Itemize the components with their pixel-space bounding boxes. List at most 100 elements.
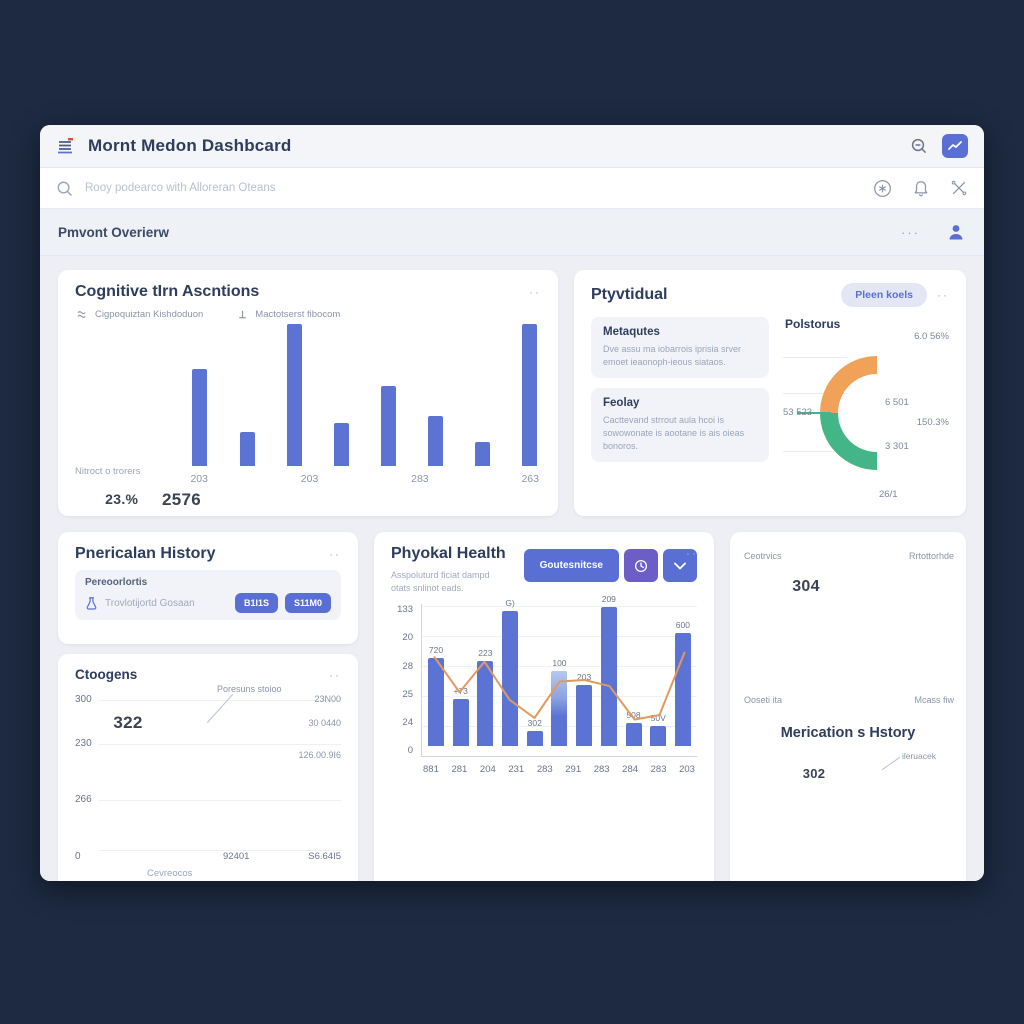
feolay-box: Feolay Cacttevand strrout aula hcoi is s… (591, 388, 769, 463)
expand-dropdown-button[interactable] (663, 549, 697, 582)
dashboard-content: Cognitive tIrn Ascntions ·· Cigpoquiztan… (40, 256, 984, 881)
y-tick: 20 (402, 632, 413, 644)
physical-chart: 133 20 28 25 24 0 720 +73 223 G) 302 100 203 209 508 5… (391, 594, 697, 758)
cognitive-bar-chart: 203 203 283 263 (188, 324, 541, 485)
pnericalan-box-label: Pereoorlortis (85, 577, 148, 588)
metaqutes-title: Metaqutes (603, 326, 660, 338)
gauge-tick: 26/1 (879, 489, 898, 500)
asterisk-settings-icon[interactable] (873, 179, 892, 198)
feolay-body: Cacttevand strrout aula hcoi is sowowona… (603, 415, 745, 452)
bar: 508 (625, 604, 642, 747)
physical-x-axis: 881 281 204 231 283 291 283 284 283 203 (421, 764, 697, 775)
waves-legend-icon (77, 311, 86, 318)
pnericalan-box: Pereoorlortis Trovlotijortd Gosaan B1l1S… (75, 570, 341, 620)
search-input[interactable] (83, 181, 863, 195)
bar-value-label: 203 (577, 672, 592, 683)
y-tick: 25 (402, 688, 413, 700)
zoom-out-button[interactable] (906, 134, 932, 158)
ctoogens-y-tick: 300 (75, 694, 92, 705)
x-tick: 291 (565, 764, 582, 776)
physical-card-menu-button[interactable]: ·· (686, 546, 698, 560)
bar-value-label: 100 (552, 657, 567, 668)
x-tick: 204 (479, 764, 496, 776)
bar (521, 324, 537, 466)
legend-label: Cigpoquiztan Kishdoduon (95, 309, 204, 320)
legend-item: Mactotserst fibocom (237, 309, 340, 320)
polstorus-gauge-area: Polstorus 6.0 56% 6 501 150.3% 3 301 (783, 317, 949, 505)
gauge-tick: 150.3% (916, 417, 949, 428)
polstorus-gauge-chart (820, 356, 878, 470)
history-clock-button[interactable] (624, 549, 658, 582)
chart-view-button[interactable] (942, 134, 968, 158)
ctoogens-side-value: 30 0440 (308, 718, 341, 728)
cognitive-x-axis: 203 203 283 263 (188, 473, 541, 485)
physical-plot: 720 +73 223 G) 302 100 203 209 508 50V 600 (421, 594, 697, 758)
physical-y-axis: 133 20 28 25 24 0 (391, 604, 413, 756)
legend-label: Mactotserst fibocom (255, 309, 341, 320)
bar: 203 (576, 604, 593, 747)
bar-value-label: 223 (478, 648, 493, 658)
y-tick: 28 (402, 660, 413, 672)
ctoogens-y-tick: 266 (75, 794, 92, 805)
bar: 720 (428, 604, 444, 747)
notifications-bell-icon[interactable] (912, 179, 930, 198)
bar-value-label: 508 (626, 710, 641, 721)
simo-button[interactable]: S11M0 (284, 593, 331, 613)
ctoogens-card-title: Ctoogens (75, 667, 138, 682)
goutesnitcse-button[interactable]: Goutesnitcse (523, 549, 619, 582)
pnericalan-history-card: Pnericalan History ·· Pereoorlortis Trov… (58, 532, 358, 644)
connections-x-icon[interactable] (950, 179, 968, 197)
x-tick: 203 (679, 764, 695, 776)
gauge-title: Polstorus (785, 317, 841, 331)
trend-icon (948, 141, 962, 150)
ctoogens-card-menu-button[interactable]: ·· (329, 667, 341, 682)
ptyvtidual-card-title: Ptyvtidual (591, 286, 668, 303)
overview-donut-label: Mcass fiw (914, 695, 954, 705)
gauge-tick: 6 501 (885, 397, 909, 408)
pleen-koels-button[interactable]: Pleen koels (841, 283, 927, 307)
ctoogens-caption: Cevreocos (147, 868, 193, 879)
ctoogens-callout-label: Poresuns stoioo (217, 684, 282, 694)
ptyvtidual-card: Ptyvtidual Pleen koels ·· Metaqutes Dve … (574, 270, 966, 516)
overview-donut-label: Ooseti ita (744, 695, 783, 705)
overview-menu-button[interactable]: ··· (901, 224, 920, 240)
bar-value-label: 209 (601, 594, 616, 605)
physical-trend-line (422, 604, 697, 756)
y-tick: 24 (402, 716, 413, 728)
bar (192, 324, 208, 466)
x-tick: 263 (521, 473, 539, 485)
physical-card-title: Phyokal Health (391, 545, 506, 562)
ctoogens-y-tick: 230 (75, 738, 92, 749)
bar-value-label: 600 (675, 619, 690, 630)
medication-history-title: Merication s Hstory (780, 725, 916, 741)
bar-value-label: 720 (428, 645, 444, 656)
bar (380, 324, 396, 466)
cognitive-donut-small-block: Nitroct o trorers 23.% (75, 466, 141, 507)
legend-item: Cigpoquiztan Kishdoduon (77, 309, 203, 320)
app-logo-icon (58, 138, 73, 154)
pnericalan-row-text: Trovlotijortd Gosaan (105, 597, 195, 609)
cognitive-card-menu-button[interactable]: ·· (529, 285, 541, 299)
x-tick: 283 (411, 473, 429, 485)
flask-icon (86, 597, 97, 610)
ctoogens-bottom-right-value: S6.64I5 (308, 851, 341, 862)
user-avatar-icon[interactable] (946, 222, 966, 242)
x-tick: 203 (300, 473, 319, 485)
physical-health-card: Phyokal Health Asspoluturd ficiat dampd … (374, 532, 714, 881)
overview-donut-area: Ceotrvics Rrtottorhde Ooseti ita Mcass f… (744, 551, 954, 705)
pnericalan-card-menu-button[interactable]: ·· (329, 547, 341, 561)
bar: 600 (674, 604, 691, 747)
ptyvtidual-card-menu-button[interactable]: ·· (937, 288, 949, 302)
ctoogens-bottom-value: 92401 (223, 851, 250, 862)
ctoogens-chart: 300 230 266 0 Poresuns stoioo 322 23N00 … (75, 684, 341, 862)
gauge-pointer-line (797, 412, 831, 414)
x-tick: 203 (190, 473, 208, 485)
feolay-title: Feolay (603, 397, 640, 410)
cognitive-legend: Cigpoquiztan Kishdoduon Mactotserst fibo… (77, 309, 541, 320)
x-tick: 281 (451, 764, 468, 776)
bar (333, 324, 349, 466)
ctoogens-side-value: 23N00 (314, 694, 341, 704)
bils-button[interactable]: B1l1S (234, 593, 278, 613)
ctoogens-side-value: 126.00.9I6 (298, 750, 341, 760)
metaqutes-box: Metaqutes Dve assu ma iobarrois iprisia … (591, 317, 769, 379)
